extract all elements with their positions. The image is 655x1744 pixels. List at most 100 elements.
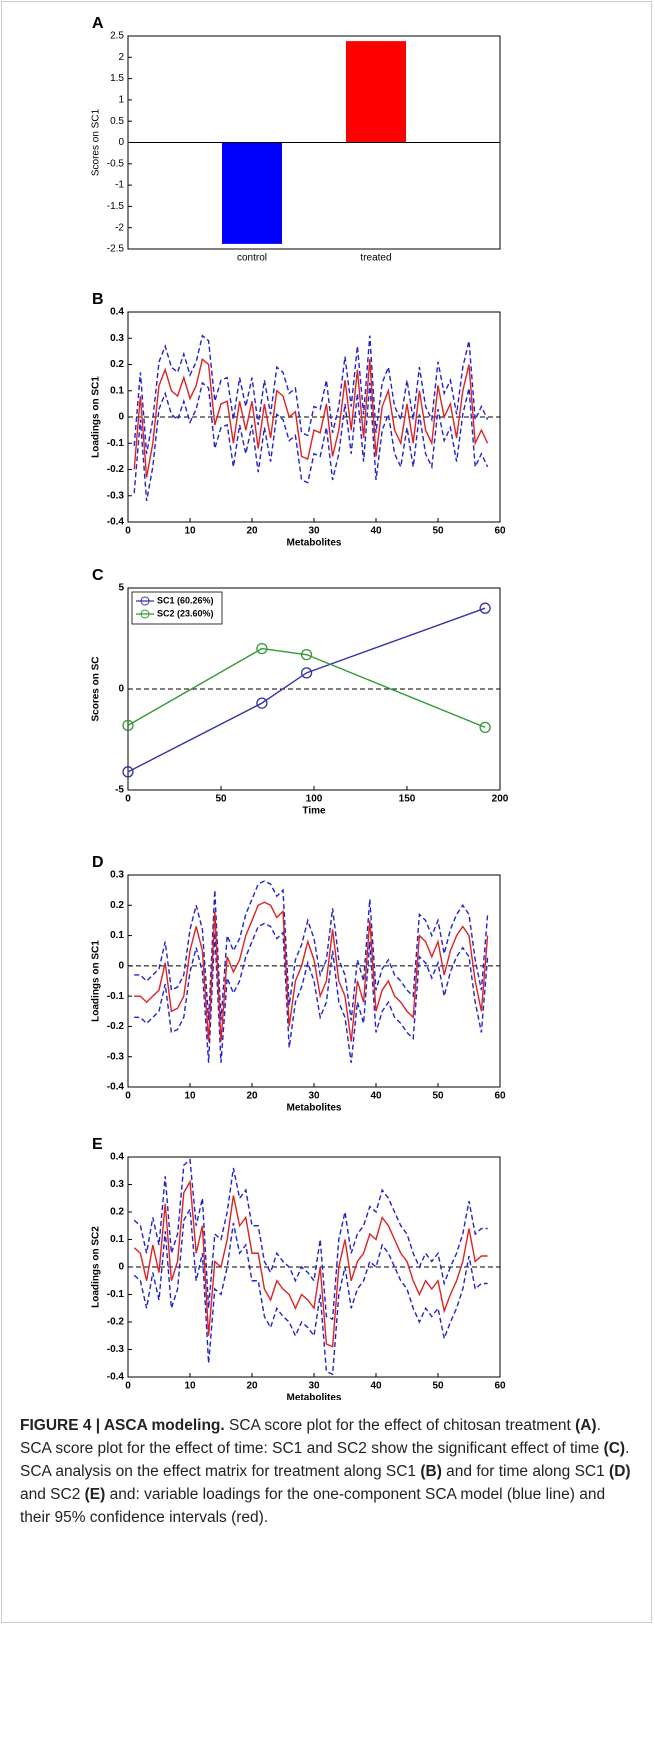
y-axis-label: Scores on SC: [91, 656, 102, 721]
y-tick-label: -1: [115, 180, 124, 191]
y-tick-label: 0: [118, 412, 124, 423]
y-tick-label: 0.2: [110, 359, 124, 370]
y-tick-label: 0.3: [110, 1179, 124, 1190]
y-tick-label: -0.2: [107, 464, 125, 475]
x-tick-label: 200: [492, 794, 509, 805]
x-axis-label: Metabolites: [286, 538, 341, 549]
y-tick-label: -2.5: [107, 244, 125, 255]
bar: [346, 41, 406, 143]
y-tick-label: -0.1: [107, 991, 125, 1002]
y-tick-label: 2: [118, 52, 124, 63]
x-tick-label: 40: [370, 526, 382, 537]
y-tick-label: -1.5: [107, 201, 125, 212]
marker: [479, 721, 491, 734]
marker: [300, 649, 313, 661]
x-axis-label: Metabolites: [286, 1103, 341, 1114]
caption-text: (D): [609, 1463, 631, 1480]
x-tick-label: 10: [184, 526, 196, 537]
y-tick-label: 0.4: [110, 307, 124, 318]
caption-text: (B): [420, 1463, 442, 1480]
x-tick-label: 60: [494, 1091, 506, 1102]
y-tick-label: 0.1: [110, 1234, 124, 1245]
x-tick-label: 40: [370, 1381, 382, 1392]
x-tick-label: 60: [494, 1381, 506, 1392]
y-axis-label: Scores on SC1: [91, 108, 102, 176]
figure-frame: [1, 1, 652, 1623]
marker: [122, 719, 134, 732]
x-tick-label: 10: [184, 1091, 196, 1102]
y-tick-label: 1: [118, 95, 124, 106]
y-axis-label: Loadings on SC1: [91, 376, 102, 458]
series-line: [134, 922, 489, 1063]
caption-text: (A): [575, 1417, 597, 1434]
marker: [122, 766, 134, 778]
y-tick-label: -5: [115, 785, 124, 796]
y-tick-label: 1.5: [110, 73, 124, 84]
y-tick-label: -0.4: [107, 517, 125, 528]
y-tick-label: -0.3: [107, 1051, 125, 1062]
series-line: [134, 880, 489, 1021]
legend-marker: [140, 609, 150, 619]
x-tick-label: treated: [360, 253, 391, 264]
x-tick-label: 0: [125, 1381, 131, 1392]
series-line: [134, 901, 489, 1042]
y-tick-label: 0: [118, 960, 124, 971]
y-tick-label: 0.2: [110, 900, 124, 911]
bar: [222, 142, 282, 244]
x-tick-label: 150: [399, 794, 416, 805]
caption-text: . SCA score plot for the effect of time:…: [20, 1417, 604, 1457]
figure: A -2.5 -2 -1.5 -1 -0.5 0 0.5 1 1.5 2 2.5 Scores on S…: [91, 15, 509, 1400]
caption: FIGURE 4 | ASCA modeling. SCA score plot…: [20, 1414, 632, 1529]
y-tick-label: 5: [118, 583, 124, 594]
x-tick-label: 0: [125, 1091, 131, 1102]
marker: [256, 642, 268, 655]
series-line: [133, 357, 489, 478]
y-tick-label: 0: [118, 684, 124, 695]
y-tick-label: -2: [115, 222, 124, 233]
caption-text: (E): [84, 1486, 106, 1503]
y-tick-label: -0.2: [107, 1021, 125, 1032]
x-tick-label: 60: [494, 526, 506, 537]
x-tick-label: control: [237, 253, 267, 264]
y-tick-label: 2.5: [110, 31, 124, 42]
panel-label: A: [92, 15, 104, 32]
panel-label: C: [92, 567, 104, 584]
legend-marker: [140, 596, 150, 606]
y-axis-label: Loadings on SC2: [91, 1226, 102, 1308]
series-line: [133, 1158, 488, 1321]
caption-text: SCA score plot for the effect of chitosa…: [224, 1417, 576, 1434]
legend-label: SC2 (23.60%): [157, 608, 214, 618]
x-tick-label: 0: [125, 794, 131, 805]
y-tick-label: 0.3: [110, 333, 124, 344]
caption-text: and for time along SC1: [441, 1463, 610, 1480]
x-tick-label: 50: [432, 526, 444, 537]
x-tick-label: 20: [246, 1381, 258, 1392]
series-line: [127, 647, 486, 729]
series-line: [133, 1179, 488, 1348]
marker: [479, 602, 491, 614]
caption-text: and: variable loadings for the one-compo…: [20, 1486, 606, 1526]
y-tick-label: 0: [118, 137, 124, 148]
y-tick-label: -0.1: [107, 1289, 125, 1300]
caption-text: . SCA analysis on the effect matrix for …: [20, 1440, 630, 1480]
caption-text: (C): [603, 1440, 626, 1457]
x-tick-label: 0: [125, 526, 131, 537]
y-tick-label: -0.3: [107, 490, 125, 501]
x-tick-label: 40: [370, 1091, 382, 1102]
panel-label: E: [92, 1136, 103, 1153]
series-line: [133, 1206, 488, 1376]
y-tick-label: -0.3: [107, 1344, 125, 1355]
x-tick-label: 30: [308, 1091, 320, 1102]
plot-frame: [127, 874, 501, 1088]
series-line: [127, 607, 486, 773]
series-line: [133, 334, 489, 454]
caption-text: and SC2: [20, 1486, 85, 1503]
y-tick-label: 0.1: [110, 385, 124, 396]
y-tick-label: -0.1: [107, 438, 125, 449]
y-tick-label: 0.5: [110, 116, 124, 127]
y-axis-label: Loadings on SC1: [91, 940, 102, 1022]
y-tick-label: 0.2: [110, 1207, 124, 1218]
x-axis-label: Metabolites: [286, 1393, 341, 1400]
series-line: [133, 381, 489, 502]
